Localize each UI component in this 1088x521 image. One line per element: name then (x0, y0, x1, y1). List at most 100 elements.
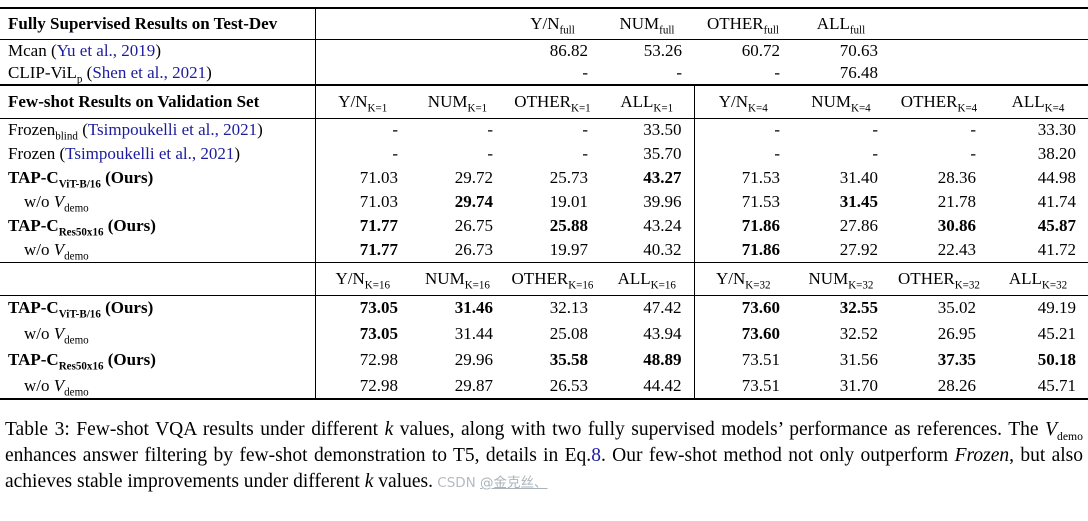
value-text: 45.87 (1037, 216, 1076, 235)
header-row: Y/NK=16 NUMK=16 OTHERK=16 ALLK=16 Y/NK=32 NUM… (0, 261, 1088, 295)
text-part: V (53, 375, 65, 395)
value-cell: - (693, 142, 792, 166)
row-label: Frozenblind (Tsimpoukelli et al., 2021) (0, 117, 315, 142)
table-row: Frozen (Tsimpoukelli et al., 2021) - - - 35.… (0, 142, 1088, 166)
value-cell: 48.89 (600, 347, 694, 373)
column-header-text: OTHER (900, 91, 958, 111)
caption-text: Table 3: Few-shot VQA results under diff… (5, 419, 1083, 492)
text-part: (Ours) (103, 216, 156, 235)
column-header: NUMK=32 (792, 261, 890, 295)
value-cell: 45.21 (988, 321, 1088, 347)
column-header-subscript: full (763, 24, 779, 37)
watermark: CSDN @金克丝、 (433, 475, 548, 491)
value-cell: 27.92 (792, 238, 890, 262)
text-part: Res50x16 (58, 226, 104, 239)
text-part: V (53, 324, 65, 343)
table-row: Frozenblind (Tsimpoukelli et al., 2021) -… (0, 117, 1088, 142)
text-part: Frozen (8, 120, 56, 140)
text-part: w/o (24, 192, 54, 211)
value-text: - (487, 120, 493, 140)
value-text: - (774, 120, 780, 140)
value-cell: 35.58 (505, 347, 600, 373)
text-part: CLIP-ViL (8, 63, 77, 82)
citation-link[interactable]: Tsimpoukelli et al., 2021 (87, 120, 258, 140)
column-header (314, 7, 410, 39)
column-header-subscript: K=16 (568, 278, 594, 291)
citation-link[interactable]: 8 (591, 445, 601, 466)
value-cell: 71.53 (693, 166, 792, 190)
value-text: 45.71 (1037, 375, 1076, 395)
column-header-text: NUM (425, 268, 465, 288)
value-cell: 71.77 (314, 238, 410, 262)
value-text: 21.78 (937, 192, 976, 211)
value-cell: 44.98 (988, 166, 1088, 190)
value-text: 19.97 (549, 239, 588, 259)
column-header-subscript: K=32 (848, 278, 874, 291)
row-label: TAP-CViT-B/16 (Ours) (0, 294, 315, 321)
text-part: V (53, 239, 65, 259)
column-header: ALLfull (792, 7, 890, 39)
value-cell: - (600, 62, 694, 85)
value-cell: 73.60 (693, 294, 792, 321)
column-header-text: ALL (816, 13, 850, 33)
text-part: demo (64, 385, 89, 398)
value-cell: 44.42 (600, 373, 694, 400)
value-text: 22.43 (937, 239, 976, 259)
value-text: 25.88 (549, 216, 588, 235)
column-header-text: Y/N (338, 91, 368, 111)
table-row: TAP-CRes50x16 (Ours) 71.77 26.75 25.88 43.24… (0, 214, 1088, 238)
column-header-text: OTHER (511, 268, 569, 288)
value-text: 86.82 (549, 40, 588, 60)
value-cell: 31.45 (792, 190, 890, 214)
text-part: . Our few-shot method not only outperfor… (600, 445, 955, 466)
text-part: (Ours) (100, 168, 154, 187)
text-part: w/o (24, 239, 54, 259)
value-cell: 32.55 (792, 294, 890, 321)
value-text: 26.95 (937, 324, 976, 343)
value-cell: 33.30 (988, 117, 1088, 142)
column-header-subscript: K=32 (954, 278, 980, 291)
column-header: ALLK=1 (600, 84, 694, 118)
value-text: 71.53 (741, 168, 780, 187)
column-header: Y/NK=16 (314, 261, 410, 295)
text-part: p (76, 73, 83, 86)
caption: Table 3: Few-shot VQA results under diff… (5, 417, 1083, 496)
value-cell: 19.97 (505, 238, 600, 262)
watermark-user-link[interactable]: @金克丝、 (480, 475, 548, 491)
section-title: Fully Supervised Results on Test-Dev (0, 7, 315, 39)
value-text: - (676, 63, 682, 82)
table-row: Mcan (Yu et al., 2019) 86.82 53.26 60.72 70.… (0, 38, 1088, 62)
citation-link[interactable]: Shen et al., 2021 (92, 63, 207, 82)
value-cell: 43.27 (600, 166, 694, 190)
value-text: 73.60 (741, 298, 780, 318)
text-part: TAP-C (8, 168, 59, 187)
value-text: 31.46 (454, 298, 493, 318)
value-cell: 25.08 (505, 321, 600, 347)
citation-link[interactable]: Yu et al., 2019 (56, 40, 156, 60)
text-part: k (364, 471, 374, 492)
value-text: 40.32 (643, 239, 682, 259)
citation-link[interactable]: Tsimpoukelli et al., 2021 (65, 144, 235, 163)
row-label: TAP-CViT-B/16 (Ours) (0, 166, 315, 190)
value-text: - (970, 144, 976, 163)
value-cell (410, 62, 505, 85)
column-header-text: NUM (811, 91, 851, 111)
value-cell: - (505, 62, 600, 85)
value-text: 71.03 (359, 192, 398, 211)
value-text: 73.51 (741, 350, 780, 369)
value-cell: 72.98 (314, 373, 410, 400)
row-label: w/o Vdemo (0, 190, 315, 214)
value-text: 31.44 (454, 324, 493, 343)
column-header-subscript: K=4 (957, 102, 978, 115)
value-text: 39.96 (643, 192, 682, 211)
value-cell: 26.95 (890, 321, 988, 347)
value-cell: 71.53 (693, 190, 792, 214)
value-cell: 73.05 (314, 294, 410, 321)
text-part: TAP-C (8, 216, 59, 235)
value-text: 38.20 (1037, 144, 1076, 163)
value-text: - (774, 63, 780, 82)
value-cell: 86.82 (505, 38, 600, 62)
value-cell: 31.46 (410, 294, 505, 321)
value-cell: 19.01 (505, 190, 600, 214)
value-cell: 60.72 (694, 38, 792, 62)
